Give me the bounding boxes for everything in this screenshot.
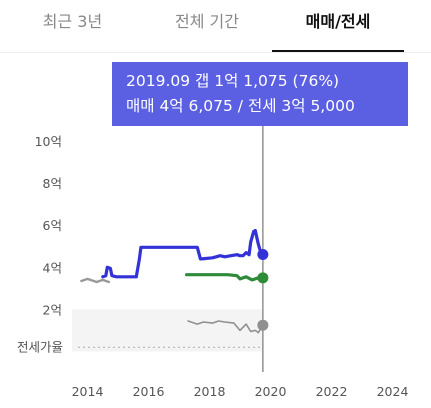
x-tick-label: 2020 — [255, 384, 287, 399]
tooltip-gap-line: 2019.09 갭 1억 1,075 (76%) — [126, 72, 340, 90]
x-tick-label: 2022 — [316, 384, 348, 399]
x-tick-label: 2016 — [133, 384, 165, 399]
early-series-line — [80, 277, 111, 284]
tooltip-price-line: 매매 4억 6,075 / 전세 3억 5,000 — [126, 97, 355, 115]
y-axis-ticks: 2억 4억 6억 8억 10억 — [35, 134, 62, 317]
sale-series-line — [101, 228, 265, 279]
tab-recent-3-years[interactable]: 최근 3년 — [42, 12, 103, 31]
y-tick-label: 10억 — [35, 134, 62, 149]
y-tick-label: 2억 — [43, 302, 62, 317]
sale-cursor-dot — [257, 248, 269, 260]
reference-band — [72, 309, 263, 352]
active-tab-indicator — [272, 50, 404, 52]
ratio-cursor-dot — [257, 319, 269, 331]
tab-bar: 최근 3년 전체 기간 매매/전세 — [0, 0, 431, 53]
tab-all-period[interactable]: 전체 기간 — [175, 12, 239, 31]
jeonse-cursor-dot — [257, 272, 269, 284]
y-tick-label: 8억 — [43, 176, 62, 191]
x-tick-label: 2018 — [194, 384, 226, 399]
x-axis-ticks: 2014 2016 2018 2020 2022 2024 — [72, 384, 409, 399]
hover-tooltip: 2019.09 갭 1억 1,075 (76%) 매매 4억 6,075 / 전… — [112, 62, 408, 126]
x-tick-label: 2024 — [377, 384, 409, 399]
tab-sale-jeonse[interactable]: 매매/전세 — [305, 12, 371, 31]
ratio-series-line — [187, 320, 264, 334]
y-tick-label: 4억 — [43, 260, 62, 275]
series-end-dots — [257, 248, 269, 331]
y-tick-label: 6억 — [43, 218, 62, 233]
series-lines — [80, 228, 265, 334]
tab-divider — [0, 52, 431, 53]
x-tick-label: 2014 — [72, 384, 104, 399]
reference-layer: 전세가율 — [17, 309, 263, 354]
jeonse-series-line — [185, 273, 265, 282]
reference-label: 전세가율 — [17, 339, 63, 354]
